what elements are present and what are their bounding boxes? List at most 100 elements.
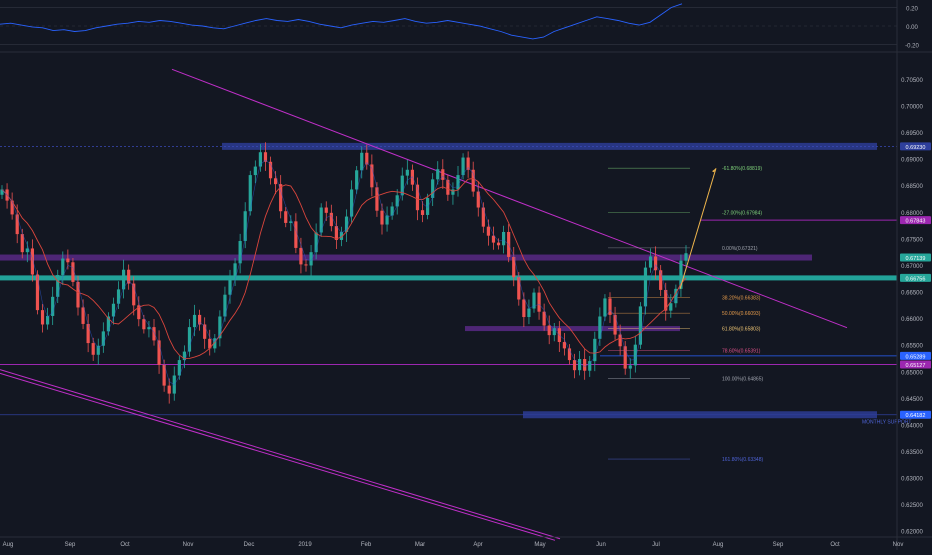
candle-body xyxy=(517,277,521,300)
candle-body xyxy=(268,161,273,179)
price-axis-badge-label: 0.65289 xyxy=(906,354,926,360)
fib-label: 38.20%(0.66383) xyxy=(722,296,761,302)
price-tick-label: 0.64000 xyxy=(901,423,923,429)
candle-body xyxy=(218,316,222,339)
oscillator-tick-label: -0.20 xyxy=(905,43,919,49)
price-axis-badge-label: 0.66756 xyxy=(906,276,926,282)
lower-channel-line-2 xyxy=(0,372,556,541)
candle-body xyxy=(157,340,161,365)
price-tick-label: 0.63000 xyxy=(901,477,923,483)
candle-body xyxy=(420,210,425,215)
candle-body xyxy=(426,197,430,215)
time-tick-label: Jul xyxy=(652,542,660,548)
candle-body xyxy=(177,360,181,376)
candle-body xyxy=(461,157,465,176)
candle-body xyxy=(284,211,288,223)
candle-body xyxy=(66,258,70,263)
candle-body xyxy=(512,256,516,278)
candle-body xyxy=(552,328,556,336)
candle-body xyxy=(182,351,186,361)
candle-body xyxy=(400,175,404,196)
price-tick-label: 0.68000 xyxy=(901,211,923,217)
price-axis-badge-label: 0.64182 xyxy=(906,413,926,419)
fib-label: 0.00%(0.67321) xyxy=(722,246,758,252)
candle-body xyxy=(486,226,490,236)
candle-body xyxy=(395,195,399,207)
candle-body xyxy=(233,263,237,280)
candle-body xyxy=(613,314,617,335)
fib-zone xyxy=(465,326,680,332)
time-tick-label: Oct xyxy=(120,542,130,548)
candle-body xyxy=(289,221,293,223)
candle-body xyxy=(319,207,323,233)
price-axis-badge-label: 0.67843 xyxy=(906,219,926,225)
price-tick-label: 0.70500 xyxy=(901,78,923,84)
time-tick-label: Dec xyxy=(244,542,255,548)
time-tick-label: 2019 xyxy=(298,542,312,548)
fib-label: 100.00%(0.64865) xyxy=(722,376,763,382)
candle-body xyxy=(471,169,475,192)
price-axis-badge xyxy=(900,273,931,282)
candle-body xyxy=(56,275,60,297)
candle-body xyxy=(476,191,480,208)
candle-body xyxy=(598,316,602,339)
candle-body xyxy=(583,359,587,371)
candle-body xyxy=(648,256,653,268)
time-tick-label: Mar xyxy=(415,542,425,548)
candle-body xyxy=(187,327,192,352)
candle-body xyxy=(258,152,262,167)
candle-body xyxy=(51,296,55,316)
candle-body xyxy=(436,169,440,180)
price-tick-label: 0.66000 xyxy=(901,317,923,323)
candle-body xyxy=(106,316,110,332)
candle-body xyxy=(456,175,460,190)
price-axis-badge-label: 0.67139 xyxy=(906,256,926,262)
candle-body xyxy=(679,260,683,289)
time-tick-label: Feb xyxy=(361,542,372,548)
candle-body xyxy=(274,178,278,185)
fib-label: 61.80%(0.65803) xyxy=(722,327,761,333)
fib-label: 50.00%(0.66093) xyxy=(722,311,761,317)
candle-body xyxy=(152,327,156,341)
candle-body xyxy=(324,207,328,213)
candle-body xyxy=(659,270,663,290)
candle-body xyxy=(30,248,34,275)
monthly-support-annotation: MONTHLY SUPPORT xyxy=(862,420,911,426)
candle-body xyxy=(339,231,344,240)
candle-body xyxy=(279,184,283,212)
price-tick-label: 0.67000 xyxy=(901,264,923,270)
moving-average-red xyxy=(1,178,687,360)
candle-body xyxy=(684,253,688,261)
candle-body xyxy=(20,234,24,253)
candle-body xyxy=(15,214,19,235)
fib-label: -61.80%(0.68819) xyxy=(722,166,762,172)
candle-body xyxy=(238,241,242,264)
fib-label: 161.80%(0.63348) xyxy=(722,457,763,463)
candle-body xyxy=(496,242,501,246)
candle-body xyxy=(441,169,445,180)
candle-body xyxy=(142,319,146,330)
projection-arrow-line xyxy=(679,168,717,289)
candle-body xyxy=(623,346,627,369)
candle-body xyxy=(537,292,541,312)
oscillator-line xyxy=(0,3,683,40)
time-tick-label: Aug xyxy=(3,542,14,548)
projection-arrow-head xyxy=(712,168,716,173)
candle-body xyxy=(299,247,303,265)
candle-body xyxy=(46,315,50,325)
candle-body xyxy=(603,298,607,317)
price-tick-label: 0.65500 xyxy=(901,344,923,350)
price-tick-label: 0.69000 xyxy=(901,158,923,164)
candle-body xyxy=(294,221,298,248)
candle-body xyxy=(491,235,496,243)
candle-body xyxy=(243,211,247,242)
price-axis-badge xyxy=(900,360,931,369)
candle-body xyxy=(162,364,166,386)
time-tick-label: Apr xyxy=(473,542,482,548)
candle-body xyxy=(96,345,100,355)
candle-body xyxy=(25,248,29,253)
supply-zone xyxy=(0,254,812,261)
candle-body xyxy=(101,331,105,346)
